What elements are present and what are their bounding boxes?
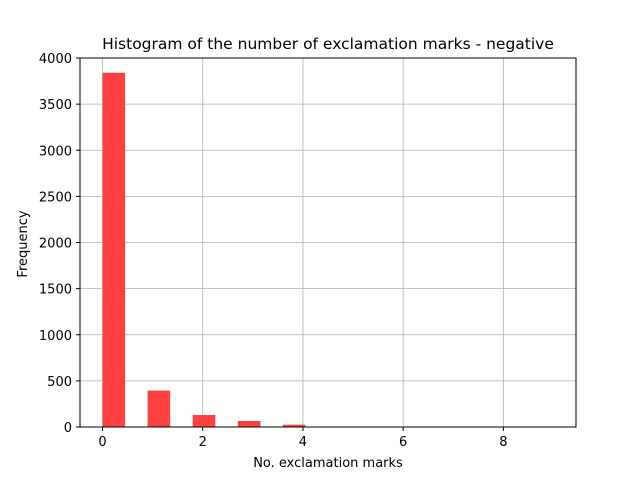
chart-title: Histogram of the number of exclamation m… <box>102 35 554 53</box>
x-tick-label: 8 <box>499 435 507 450</box>
histogram-bar <box>282 424 306 427</box>
x-tick-label: 6 <box>399 435 407 450</box>
y-tick-label: 4000 <box>39 52 72 67</box>
x-tick-label: 4 <box>299 435 307 450</box>
histogram-bar <box>102 72 126 427</box>
y-tick-label: 1500 <box>39 283 72 298</box>
y-tick-label: 2000 <box>39 237 72 252</box>
x-axis-label: No. exclamation marks <box>253 456 403 471</box>
y-tick-label: 1000 <box>39 329 72 344</box>
bars <box>102 72 531 427</box>
y-tick-label: 500 <box>47 375 72 390</box>
y-tick-label: 0 <box>64 421 72 436</box>
y-tick-label: 3000 <box>39 144 72 159</box>
x-tick-label: 2 <box>199 435 207 450</box>
histogram-bar <box>192 415 216 427</box>
y-axis-ticks: 0 500 1000 1500 2000 2500 3000 3500 4000 <box>39 52 80 436</box>
y-tick-label: 3500 <box>39 98 72 113</box>
y-axis-label: Frequency <box>16 210 31 277</box>
histogram-bar <box>147 390 171 427</box>
x-axis-ticks: 0 2 4 6 8 <box>98 427 507 450</box>
y-tick-label: 2500 <box>39 190 72 205</box>
histogram-bar <box>237 421 261 427</box>
x-tick-label: 0 <box>98 435 106 450</box>
